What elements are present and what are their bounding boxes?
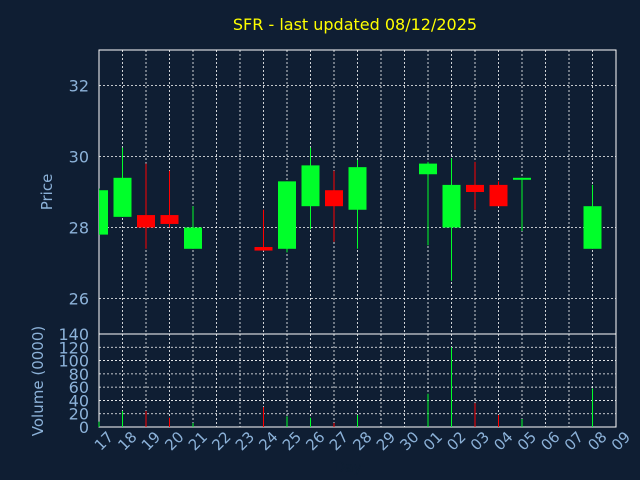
candle-body <box>160 215 179 224</box>
price-tick-label: 30 <box>69 148 89 167</box>
volume-axis-label: Volume (0000) <box>29 326 47 436</box>
price-panel: 26 28 30 32 <box>69 49 617 335</box>
volume-panel: 1718192021222324252627282930010203040506… <box>58 325 634 454</box>
candle-body <box>254 247 273 251</box>
volume-tick-label: 80 <box>69 365 89 384</box>
candle-body <box>325 190 343 207</box>
x-tick-label: 24 <box>255 428 281 454</box>
x-tick-label: 30 <box>396 428 422 454</box>
price-axis-label: Price <box>38 174 56 211</box>
volume-tick-label: 100 <box>58 352 89 371</box>
candle-body <box>137 215 155 228</box>
volume-tick-label: 120 <box>58 338 89 357</box>
price-tick-label: 28 <box>69 219 89 238</box>
x-axis-label: Day <box>334 460 362 476</box>
candle-body <box>99 190 108 235</box>
volume-tick-label: 40 <box>69 391 89 410</box>
price-tick-label: 32 <box>69 77 89 96</box>
volume-tick-label: 20 <box>69 405 89 424</box>
x-tick-label: 23 <box>232 428 258 454</box>
x-tick-label: 08 <box>584 428 610 454</box>
candle-body <box>184 227 202 249</box>
candle-body <box>278 181 296 249</box>
candle-body <box>301 165 320 207</box>
x-tick-label: 07 <box>561 428 587 454</box>
volume-tick-label: 0 <box>79 418 89 437</box>
candle-body <box>583 206 602 249</box>
chart-title: SFR - last updated 08/12/2025 <box>233 15 477 34</box>
x-tick-label: 03 <box>467 428 493 454</box>
volume-tick-label: 60 <box>69 378 89 397</box>
x-tick-label: 19 <box>138 428 164 454</box>
x-tick-label: 04 <box>490 428 516 454</box>
x-tick-label: 17 <box>91 428 117 454</box>
x-tick-label: 18 <box>114 428 140 454</box>
price-tick-label: 26 <box>69 290 89 309</box>
x-tick-label: 22 <box>208 428 234 454</box>
x-tick-label: 21 <box>185 428 211 454</box>
x-tick-label: 27 <box>326 428 352 454</box>
x-tick-label: 01 <box>420 428 446 454</box>
x-tick-label: 09 <box>608 428 634 454</box>
candle-body <box>513 177 531 180</box>
x-tick-label: 29 <box>373 428 399 454</box>
x-tick-label: 20 <box>161 428 187 454</box>
x-tick-label: 26 <box>302 428 328 454</box>
x-tick-label: 02 <box>443 428 469 454</box>
x-tick-label: 05 <box>514 428 540 454</box>
candle-body <box>113 177 132 217</box>
x-tick-label: 25 <box>279 428 305 454</box>
candle-body <box>348 167 367 210</box>
candle-body <box>419 163 437 175</box>
candle-body <box>442 184 461 228</box>
x-tick-label: 28 <box>349 428 375 454</box>
candle-body <box>489 184 508 207</box>
volume-tick-label: 140 <box>58 325 89 344</box>
candles-group <box>99 147 602 281</box>
candle-body <box>466 184 484 192</box>
x-tick-label: 06 <box>537 428 563 454</box>
